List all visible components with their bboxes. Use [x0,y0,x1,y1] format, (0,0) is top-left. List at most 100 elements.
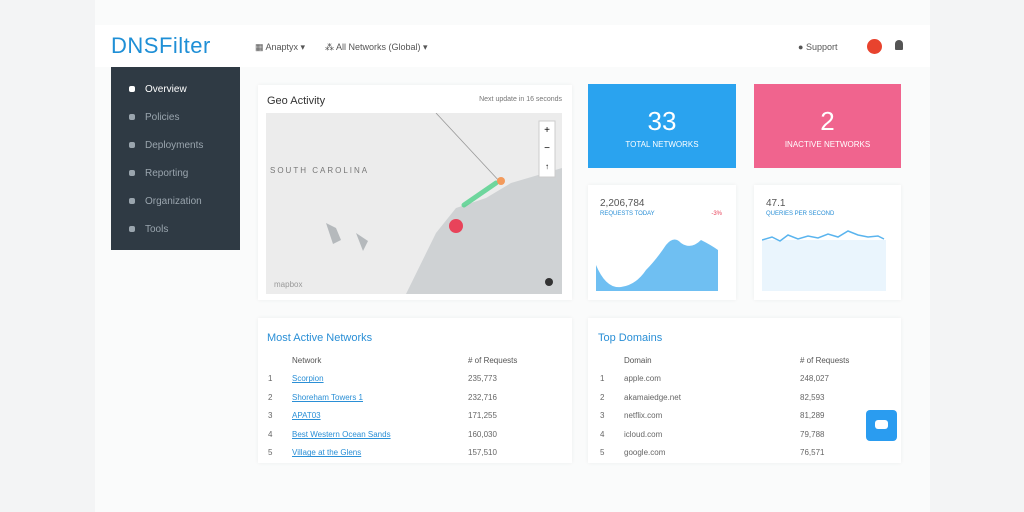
cell: 5 [268,448,273,458]
top-bar: DNSFilter ▦ Anaptyx ▾ ⁂ All Networks (Gl… [95,25,930,67]
sidebar-item[interactable]: Organization [129,196,202,207]
cell: 79,788 [800,429,825,439]
requests-card: 2,206,784 REQUESTS TODAY -3% [588,185,736,300]
avatar[interactable] [867,39,882,54]
svg-text:−: − [544,143,550,154]
cell: 157,510 [468,448,497,458]
cell: apple.com [624,374,661,384]
cell: Village at the Glens [292,444,468,463]
header-cell: Network [292,355,322,365]
row: 4 icloud.com 79,788 [600,425,890,444]
requests-sparkline [596,239,718,291]
cell: 248,027 [800,374,829,384]
network-link[interactable]: Village at the Glens [292,448,362,458]
row: 1 apple.com 248,027 [600,370,890,389]
sidebar: Overview Policies Deployments Reporting Orga… [111,67,240,250]
sidebar-item[interactable]: Policies [129,112,179,123]
cell: 4 [600,429,605,439]
support-label: Support [805,42,838,52]
logo[interactable]: DNSFilter [111,33,211,58]
network-link[interactable]: Best Western Ocean Sands [292,429,391,439]
cell: 2 [600,392,605,402]
sidebar-item[interactable]: Reporting [129,168,188,179]
cell: netflix.com [624,411,663,421]
geo-update: Next update in 16 seconds [479,96,562,103]
cell: 160,030 [468,429,497,439]
sidebar-item[interactable]: Tools [129,224,168,235]
geo-card: Geo Activity Next update in 16 seconds +… [258,85,572,300]
app: DNSFilter ▦ Anaptyx ▾ ⁂ All Networks (Gl… [95,0,930,512]
row: 5 google.com 76,571 [600,444,890,463]
sidebar-item[interactable]: Deployments [129,140,203,151]
cell: 232,716 [468,392,497,402]
network-link[interactable]: Scorpion [292,374,324,384]
domains-title: Top Domains [598,332,663,344]
cell: 171,255 [468,411,497,421]
cell: 76,571 [800,448,825,458]
network-menu[interactable]: ⁂ All Networks (Global) ▾ [325,42,428,52]
sidebar-item[interactable]: Overview [129,84,187,95]
header-cell [268,351,292,370]
sidebar-label: Policies [145,112,180,123]
sidebar-label: Overview [145,84,187,95]
networks-table: Network # of Requests 1 Scorpion 235,773 2 Sho… [268,351,558,462]
stat-value: 47.1 [766,198,786,209]
svg-text:↑: ↑ [545,162,549,171]
networks-card: Most Active Networks Network # of Request… [258,318,572,463]
cell: Best Western Ocean Sands [292,425,468,444]
header-cell: Domain [624,355,652,365]
network-link[interactable]: Shoreham Towers 1 [292,392,363,402]
stat-value: 2 [820,106,835,136]
row: 3 netflix.com 81,289 [600,407,890,426]
network-link[interactable]: APAT03 [292,411,321,421]
row: 4 Best Western Ocean Sands 160,030 [268,425,558,444]
cell: 82,593 [800,392,825,402]
row: 2 akamaiedge.net 82,593 [600,388,890,407]
stat-label: QUERIES PER SECOND [766,211,835,217]
header-cell: # of Requests [468,355,518,365]
bell[interactable] [895,40,903,50]
svg-text:+: + [544,125,550,136]
inactive-networks-card[interactable]: 2 INACTIVE NETWORKS [754,84,901,168]
total-networks-card[interactable]: 33 TOTAL NETWORKS [588,84,736,168]
map-region: SOUTH CAROLINA [270,166,369,175]
org-name: Anaptyx [265,42,299,52]
row: 2 Shoreham Towers 1 232,716 [268,388,558,407]
sidebar-label: Organization [145,196,202,207]
header-cell: # of Requests [800,355,850,365]
stat-value: 2,206,784 [600,198,645,209]
stat-label: REQUESTS TODAY [600,211,655,217]
row: 1 Scorpion 235,773 [268,370,558,389]
org-menu[interactable]: ▦ Anaptyx ▾ [255,42,306,52]
stat-label: TOTAL NETWORKS [625,140,699,149]
network-name: All Networks (Global) [336,42,421,52]
cell: APAT03 [292,407,468,426]
cell: akamaiedge.net [624,392,681,402]
cell: 4 [268,429,273,439]
sidebar-label: Reporting [145,168,189,179]
cell: 235,773 [468,374,497,384]
stat-label: INACTIVE NETWORKS [784,140,871,149]
stat-value: 33 [647,106,677,136]
cell: icloud.com [624,429,663,439]
row: 3 APAT03 171,255 [268,407,558,426]
qps-card: 47.1 QUERIES PER SECOND [754,185,901,300]
support[interactable]: ● Support [798,42,838,52]
cell: 81,289 [800,411,825,421]
cell: google.com [624,448,666,458]
geo-title: Geo Activity [267,95,326,107]
header-row: Network # of Requests [268,351,558,370]
chat-button[interactable] [866,410,897,441]
sidebar-label: Deployments [145,140,204,151]
cell: 3 [268,411,273,421]
row: 5 Village at the Glens 157,510 [268,444,558,463]
domains-card: Top Domains Domain # of Requests 1 apple.co… [588,318,901,463]
map-attribution: mapbox [274,280,302,289]
qps-sparkline [762,230,886,291]
header-row: Domain # of Requests [600,351,890,370]
cell: 5 [600,448,605,458]
domains-table: Domain # of Requests 1 apple.com 248,027 2 aka… [600,351,890,462]
cell: 1 [268,374,273,384]
cell: 1 [600,374,605,384]
